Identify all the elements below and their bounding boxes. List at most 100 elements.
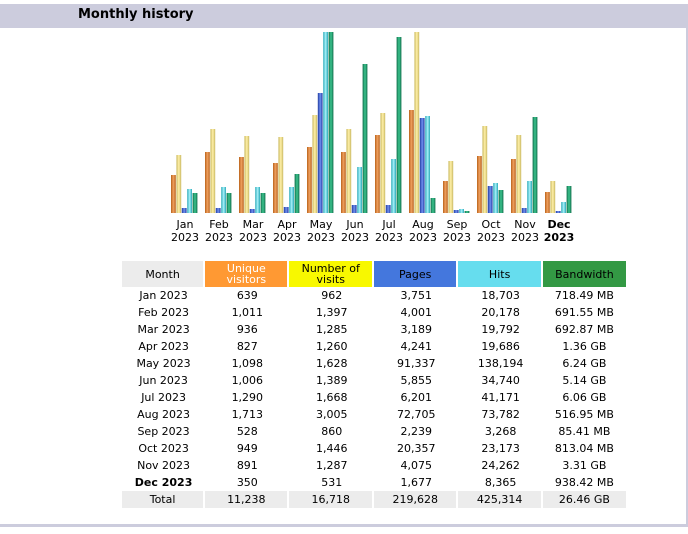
number-of-visits-cell: 1,260 [315,340,348,353]
bar-number-of-visits-jan [176,155,182,213]
month-cell: Dec 2023 [134,476,193,489]
chart-month-label: May [310,218,333,231]
chart-month-label: Dec [547,218,570,231]
unique-visitors-cell: 1,006 [231,374,264,387]
bandwidth-cell: 516.95 MB [554,408,614,421]
chart-month-label: Oct [481,218,501,231]
bandwidth-cell: 813.04 MB [554,442,614,455]
unique-visitors-cell: 1,290 [231,391,264,404]
bar-number-of-visits-sep [448,161,454,213]
bar-bandwidth-jan [192,193,198,213]
unique-visitors-cell: 1,011 [231,306,264,319]
bar-hits-nov [527,181,532,213]
table-row: Apr 2023 827 1,260 4,241 19,686 1.36 GB [122,338,626,355]
total-pages: 219,628 [374,491,459,508]
panel-border-right [686,26,688,524]
bandwidth-cell: 1.36 GB [562,340,607,353]
number-of-visits-cell: 1,285 [315,323,348,336]
chart-month-label: Jul [381,218,395,231]
bandwidth-cell: 938.42 MB [554,476,614,489]
bar-hits-jun [357,167,362,213]
chart-month-label: Sep [447,218,468,231]
chart-month-label: Apr [277,218,297,231]
unique-visitors-cell: 350 [236,476,258,489]
pages-cell: 3,189 [400,323,432,336]
bandwidth-cell: 5.14 GB [562,374,607,387]
table-row: Jan 2023 639 962 3,751 18,703 718.49 MB [122,287,626,304]
bar-pages-mar [249,209,255,213]
bar-number-of-visits-nov [516,135,522,213]
bar-hits-sep [459,209,464,213]
bar-unique-visitors-nov [511,159,516,213]
table-row: Sep 2023 528 860 2,239 3,268 85.41 MB [122,423,626,440]
pages-cell: 6,201 [400,391,432,404]
bar-bandwidth-jul [396,37,402,213]
pages-cell: 91,337 [396,357,436,370]
chart-month-label: Mar [243,218,264,231]
pages-cell: 72,705 [396,408,436,421]
number-of-visits-cell: 962 [321,289,343,302]
bar-number-of-visits-apr [278,137,284,213]
pages-cell: 4,075 [400,459,432,472]
chart-year-label: 2023 [443,231,471,244]
bar-number-of-visits-may [312,115,318,213]
bar-bandwidth-oct [498,190,504,213]
panel-border-bottom [0,524,688,527]
bar-hits-oct [493,183,498,213]
chart-year-label: 2023 [171,231,199,244]
bar-bandwidth-nov [532,117,538,213]
unique-visitors-cell: 949 [236,442,258,455]
chart-year-label: 2023 [307,231,335,244]
bar-unique-visitors-sep [443,181,448,213]
number-of-visits-cell: 1,287 [315,459,348,472]
hits-cell: 24,262 [481,459,520,472]
pages-cell: 4,241 [400,340,432,353]
bar-bandwidth-may [328,32,334,213]
number-of-visits-cell: 3,005 [315,408,348,421]
hits-cell: 18,703 [481,289,520,302]
bandwidth-cell: 692.87 MB [554,323,614,336]
bar-number-of-visits-oct [482,126,488,213]
bar-pages-oct [487,186,493,213]
chart-year-label: 2023 [239,231,267,244]
hits-cell: 19,686 [481,340,520,353]
bar-pages-nov [521,208,527,213]
chart-month-label: Feb [209,218,228,231]
bar-pages-jan [181,208,187,213]
pages-cell: 5,855 [400,374,432,387]
table-header-row: Month Unique visitors Number of visits P… [122,261,626,287]
bandwidth-cell: 3.31 GB [562,459,607,472]
hits-cell: 8,365 [484,476,517,489]
bar-pages-jul [385,205,391,213]
monthly-history-table: Month Unique visitors Number of visits P… [122,261,626,508]
section-title: Monthly history [78,7,194,22]
month-cell: Sep 2023 [137,425,190,438]
column-header-number-of-visits: Number of visits [289,261,374,287]
total-number-of-visits: 16,718 [289,491,374,508]
bar-unique-visitors-oct [477,156,482,213]
month-cell: Mar 2023 [137,323,190,336]
month-cell: Oct 2023 [138,442,189,455]
bar-unique-visitors-feb [205,152,210,213]
hits-cell: 34,740 [481,374,520,387]
table-row: Mar 2023 936 1,285 3,189 19,792 692.87 MB [122,321,626,338]
chart-year-label: 2023 [375,231,403,244]
month-cell: Jun 2023 [139,374,188,387]
bar-pages-sep [453,210,459,213]
unique-visitors-cell: 1,713 [231,408,264,421]
bar-pages-may [317,93,323,213]
pages-cell: 2,239 [400,425,432,438]
month-cell: Nov 2023 [137,459,191,472]
number-of-visits-cell: 1,446 [315,442,348,455]
bar-unique-visitors-mar [239,157,244,213]
chart-year-label: 2023 [511,231,539,244]
bandwidth-cell: 6.24 GB [562,357,607,370]
pages-cell: 20,357 [396,442,436,455]
number-of-visits-cell: 1,397 [315,306,348,319]
number-of-visits-cell: 1,628 [315,357,348,370]
bar-bandwidth-dec [566,186,572,213]
month-cell: Jan 2023 [139,289,188,302]
number-of-visits-cell: 1,668 [315,391,348,404]
table-row: May 2023 1,098 1,628 91,337 138,194 6.24 GB [122,355,626,372]
pages-cell: 1,677 [400,476,432,489]
